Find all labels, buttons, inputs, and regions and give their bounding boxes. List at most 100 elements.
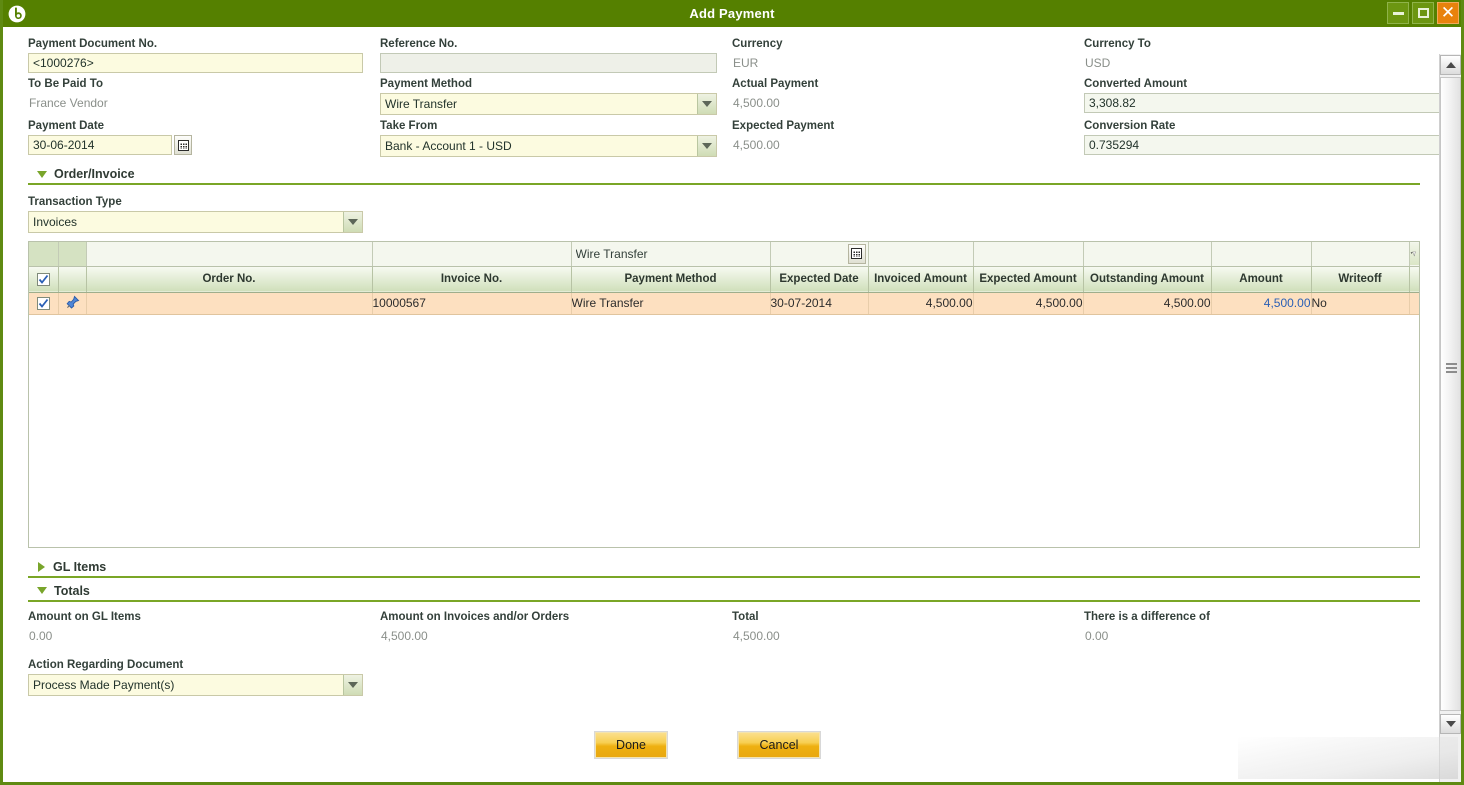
grid-header-amount[interactable]: Amount (1211, 266, 1312, 293)
filter-input-payment-method[interactable] (571, 242, 770, 265)
take-from-chevron-down-icon[interactable] (697, 136, 716, 156)
filter-cell-select (29, 242, 59, 267)
payment-document-no-input[interactable]: <1000276> (28, 53, 363, 73)
grid-select-all-cell[interactable] (29, 266, 59, 293)
transaction-type-select[interactable]: Invoices (28, 211, 363, 233)
scroll-down-triangle-icon (1445, 721, 1456, 727)
collapse-triangle-down-totals-icon (37, 587, 47, 594)
grid-header-invoice-no[interactable]: Invoice No. (372, 266, 572, 293)
grid-header-outstanding-amount[interactable]: Outstanding Amount (1083, 266, 1212, 293)
openbravo-b-logo-icon (3, 0, 30, 27)
cancel-button[interactable]: Cancel (737, 731, 821, 759)
grid-header-expected-amount[interactable]: Expected Amount (973, 266, 1084, 293)
pin-icon (66, 295, 80, 309)
table-row[interactable]: 10000567 Wire Transfer 30-07-2014 4,500.… (29, 292, 1419, 315)
cell-amount[interactable]: 4,500.00 (1211, 292, 1312, 315)
select-all-checkbox[interactable] (36, 272, 50, 286)
scroll-down-button[interactable] (1440, 714, 1461, 734)
to-be-paid-to-value: France Vendor (29, 96, 108, 110)
payment-method-select[interactable]: Wire Transfer (380, 93, 717, 115)
field-payment-date: Payment Date 30-06-2014 (28, 117, 380, 159)
maximize-icon (1417, 8, 1429, 18)
filter-input-invoiced-amount[interactable] (868, 242, 973, 265)
scroll-up-button[interactable] (1440, 55, 1461, 75)
conversion-rate-input[interactable]: 0.735294 (1084, 135, 1450, 155)
cell-payment-method: Wire Transfer (571, 292, 771, 315)
close-icon: ✕ (1440, 2, 1456, 23)
payment-header-fields: Payment Document No. <1000276> Reference… (3, 35, 1450, 159)
close-button[interactable]: ✕ (1437, 2, 1459, 24)
filter-cell-invoiced-amount[interactable] (868, 242, 974, 267)
action-regarding-document-value: Process Made Payment(s) (33, 677, 175, 692)
row-pin-cell[interactable] (58, 292, 87, 315)
payment-method-chevron-down-icon[interactable] (697, 94, 716, 114)
filter-cell-amount[interactable] (1211, 242, 1312, 267)
cell-expected-amount: 4,500.00 (973, 292, 1084, 315)
amount-on-gl-items-label: Amount on GL Items (28, 610, 141, 623)
field-currency-to: Currency To USD (1084, 35, 1461, 75)
grid-header-writeoff[interactable]: Writeoff (1311, 266, 1410, 293)
filter-input-outstanding-amount[interactable] (1083, 242, 1211, 265)
field-converted-amount: Converted Amount 3,308.82 (1084, 75, 1461, 117)
actual-payment-label: Actual Payment (732, 78, 819, 90)
grid-header-row: Order No. Invoice No. Payment Method Exp… (29, 266, 1419, 293)
payment-date-field: 30-06-2014 (28, 135, 380, 155)
amount-on-gl-items-value: 0.00 (29, 628, 53, 643)
filter-cell-outstanding-amount[interactable] (1083, 242, 1212, 267)
transaction-type-label: Transaction Type (28, 196, 122, 208)
window-controls: ✕ (1387, 2, 1459, 24)
transaction-type-field: Transaction Type Invoices (3, 193, 1440, 233)
collapse-triangle-down-icon (37, 170, 47, 178)
currency-to-label: Currency To (1084, 38, 1151, 50)
vertical-scrollbar[interactable] (1439, 54, 1461, 782)
filter-cell-invoice-no[interactable] (372, 242, 572, 267)
grid-header-order-no[interactable]: Order No. (86, 266, 373, 293)
cell-order-no (86, 292, 373, 315)
field-payment-method: Payment Method Wire Transfer (380, 75, 732, 117)
filter-input-invoice-no[interactable] (372, 242, 571, 265)
cell-expected-date: 30-07-2014 (770, 292, 869, 315)
expected-payment-label: Expected Payment (732, 120, 835, 132)
filter-cell-writeoff[interactable] (1311, 242, 1410, 267)
action-regarding-document-label: Action Regarding Document (28, 658, 184, 671)
filter-input-amount[interactable] (1211, 242, 1311, 265)
filter-cell-order-no[interactable] (86, 242, 373, 267)
payment-date-input[interactable]: 30-06-2014 (28, 135, 172, 155)
filter-cell-expected-amount[interactable] (973, 242, 1084, 267)
field-reference-no: Reference No. (380, 35, 732, 75)
grid-table: Order No. Invoice No. Payment Method Exp… (29, 242, 1419, 315)
filter-expected-date-calendar-icon[interactable] (847, 243, 866, 264)
row-select-checkbox[interactable] (36, 296, 50, 310)
section-totals[interactable]: Totals (28, 582, 1420, 602)
grid-empty-body (29, 314, 1419, 547)
minimize-button[interactable] (1387, 2, 1409, 24)
row-select-cell[interactable] (29, 292, 59, 315)
reference-no-label: Reference No. (380, 38, 458, 50)
filter-input-order-no[interactable] (86, 242, 372, 265)
field-take-from: Take From Bank - Account 1 - USD (380, 117, 732, 159)
action-regarding-document-select[interactable]: Process Made Payment(s) (28, 673, 363, 696)
section-order-invoice[interactable]: Order/Invoice (28, 165, 1420, 185)
converted-amount-input[interactable]: 3,308.82 (1084, 93, 1450, 113)
payment-date-calendar-icon[interactable] (174, 135, 192, 155)
grid-header-expected-date[interactable]: Expected Date (770, 266, 869, 293)
section-gl-items[interactable]: GL Items (28, 558, 1420, 578)
action-regarding-document-chevron-down-icon[interactable] (343, 674, 362, 695)
filter-cell-funnel[interactable] (1409, 242, 1419, 267)
filter-input-writeoff[interactable] (1311, 242, 1409, 265)
grid-filter-funnel-icon[interactable] (1409, 242, 1419, 265)
converted-amount-label: Converted Amount (1084, 78, 1188, 90)
filter-cell-expected-date[interactable] (770, 242, 869, 267)
done-button[interactable]: Done (594, 731, 668, 759)
filter-cell-payment-method[interactable] (571, 242, 771, 267)
reference-no-input[interactable] (380, 53, 717, 73)
maximize-button[interactable] (1412, 2, 1434, 24)
grid-header-payment-method[interactable]: Payment Method (571, 266, 771, 293)
take-from-select[interactable]: Bank - Account 1 - USD (380, 135, 717, 157)
filter-input-expected-amount[interactable] (973, 242, 1083, 265)
grid-header-invoiced-amount[interactable]: Invoiced Amount (868, 266, 974, 293)
scrollbar-grip-icon (1446, 363, 1457, 373)
transaction-type-chevron-down-icon[interactable] (343, 212, 362, 232)
scrollbar-thumb[interactable] (1440, 77, 1461, 711)
